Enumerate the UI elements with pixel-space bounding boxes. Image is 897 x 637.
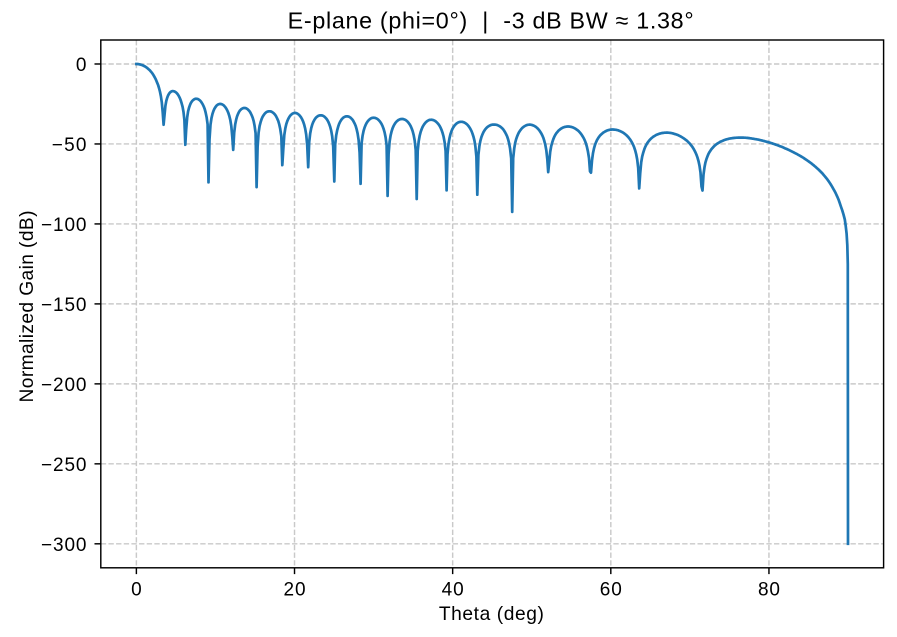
- svg-text:E-plane (phi=0°) | -3 dB BW: E-plane (phi=0°) | -3 dB BW ≈ 1.38°: [288, 8, 694, 34]
- svg-text:−250: −250: [41, 455, 87, 476]
- svg-text:−100: −100: [41, 215, 87, 236]
- svg-text:Theta (deg): Theta (deg): [439, 604, 544, 625]
- svg-text:Normalized Gain (dB): Normalized Gain (dB): [17, 211, 38, 403]
- svg-text:−150: −150: [41, 295, 87, 316]
- svg-text:60: 60: [600, 579, 622, 600]
- svg-text:−300: −300: [41, 535, 87, 556]
- svg-text:20: 20: [284, 579, 306, 600]
- svg-text:40: 40: [442, 579, 464, 600]
- svg-text:−50: −50: [52, 135, 87, 156]
- svg-text:0: 0: [76, 55, 87, 76]
- svg-text:−200: −200: [41, 375, 87, 396]
- svg-text:80: 80: [758, 579, 780, 600]
- svg-text:0: 0: [131, 579, 142, 600]
